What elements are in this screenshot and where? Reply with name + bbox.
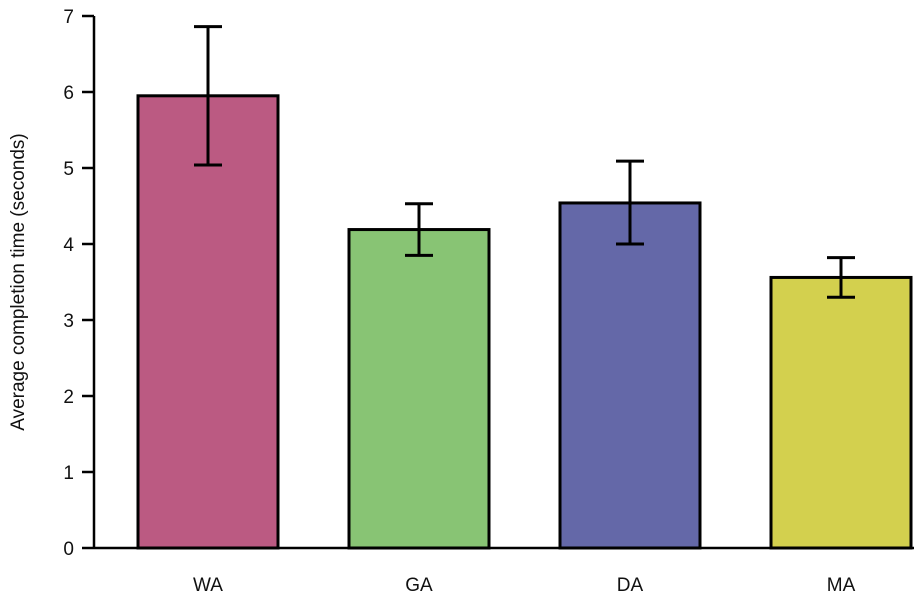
- y-tick-label: 6: [63, 83, 74, 104]
- x-tick-label-ma: MA: [827, 575, 856, 596]
- y-tick-label: 1: [63, 463, 74, 484]
- x-tick-label-da: DA: [617, 575, 644, 596]
- y-tick-label: 5: [63, 159, 74, 180]
- y-tick-label: 4: [63, 235, 74, 256]
- y-tick-label: 3: [63, 311, 74, 332]
- bar-da: [558, 201, 702, 550]
- y-tick-label: 2: [63, 387, 74, 408]
- y-axis-title: Average completion time (seconds): [8, 133, 29, 430]
- error-bars: [194, 25, 855, 299]
- x-tick-label-ga: GA: [405, 575, 433, 596]
- y-tick-label: 7: [63, 7, 74, 28]
- bar-ga: [347, 228, 491, 550]
- labels: Average completion time (seconds) WA GA DA M…: [8, 133, 856, 596]
- bars: [136, 94, 913, 550]
- x-tick-label-wa: WA: [193, 575, 223, 596]
- bar-ma: [769, 275, 913, 550]
- bar-wa: [136, 94, 280, 550]
- y-tick-label: 0: [63, 539, 74, 560]
